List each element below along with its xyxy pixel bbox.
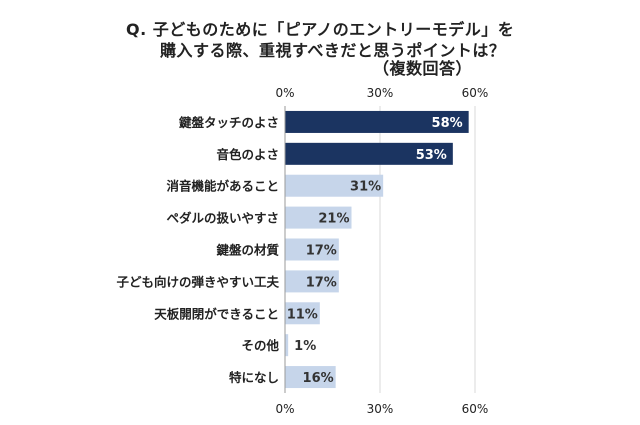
bar <box>285 302 320 325</box>
data-label: 21% <box>318 212 349 227</box>
bar <box>285 366 336 389</box>
x-tick-label-top: 0% <box>275 86 294 100</box>
category-label: 天板開閉ができること <box>154 306 279 321</box>
category-label: 鍵盤タッチのよさ <box>179 115 279 130</box>
category-label: ペダルの扱いやすさ <box>166 211 279 226</box>
data-label: 11% <box>287 307 318 322</box>
category-label: 子ども向けの弾きやすい工夫 <box>116 274 279 289</box>
bar <box>285 206 352 229</box>
data-label: 17% <box>306 244 337 259</box>
bar <box>285 174 384 197</box>
data-label: 17% <box>306 275 337 290</box>
data-label: 31% <box>350 180 381 195</box>
bar <box>285 142 453 165</box>
category-label: 鍵盤の材質 <box>216 243 279 258</box>
x-tick-label-bottom: 0% <box>275 402 294 416</box>
bar <box>285 334 289 357</box>
category-label: 消音機能があること <box>166 179 279 194</box>
data-label: 16% <box>303 371 334 386</box>
bar <box>285 270 339 293</box>
x-tick-label-bottom: 60% <box>462 402 489 416</box>
chart-title-line-3: （複数回答） <box>373 59 473 78</box>
category-label: 音色のよさ <box>216 147 279 162</box>
bar <box>285 238 339 261</box>
category-label: 特になし <box>229 370 279 385</box>
bar <box>285 110 469 133</box>
chart-title-line-1: Q. 子どものために「ピアノのエントリーモデル」を <box>126 20 515 39</box>
category-label: その他 <box>241 338 279 353</box>
data-label: 53% <box>416 148 447 163</box>
data-label: 1% <box>294 339 316 354</box>
data-label: 58% <box>432 116 463 131</box>
x-tick-label-bottom: 30% <box>367 402 394 416</box>
chart-title-line-2: 購入する際、重視すべきだと思うポイントは？ <box>160 41 506 60</box>
x-tick-label-top: 60% <box>462 86 489 100</box>
x-tick-label-top: 30% <box>367 86 394 100</box>
